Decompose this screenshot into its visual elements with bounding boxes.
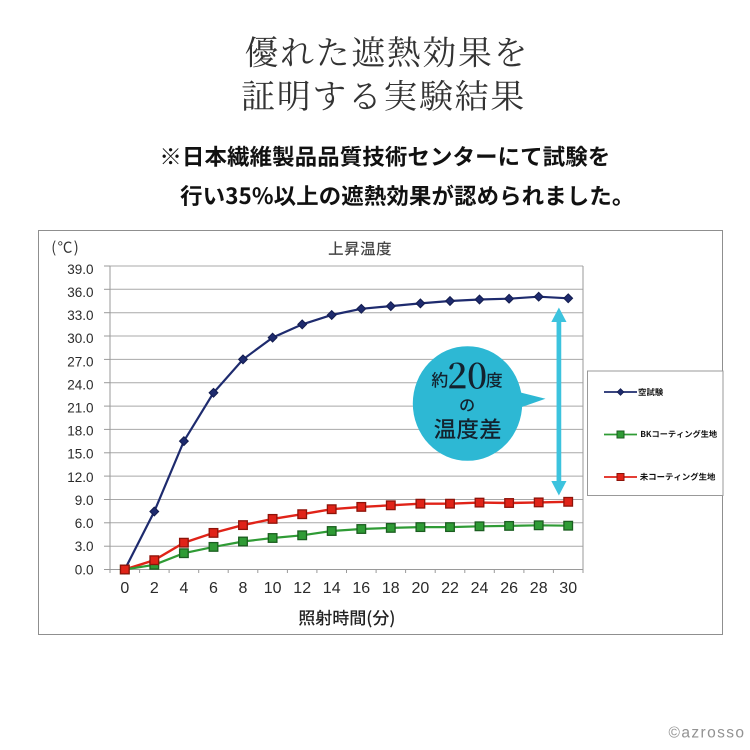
svg-text:24.0: 24.0 xyxy=(67,377,93,392)
svg-text:28: 28 xyxy=(530,580,548,597)
svg-text:20: 20 xyxy=(412,580,430,597)
svg-text:18: 18 xyxy=(382,580,400,597)
svg-text:12.0: 12.0 xyxy=(67,470,93,485)
svg-text:6.0: 6.0 xyxy=(75,516,94,531)
svg-text:18.0: 18.0 xyxy=(67,424,93,439)
svg-text:24: 24 xyxy=(471,580,489,597)
svg-text:0.0: 0.0 xyxy=(75,562,94,577)
svg-text:21.0: 21.0 xyxy=(67,401,93,416)
svg-text:4: 4 xyxy=(179,580,188,597)
svg-text:27.0: 27.0 xyxy=(67,354,93,369)
svg-text:36.0: 36.0 xyxy=(67,285,93,300)
svg-text:12: 12 xyxy=(293,580,311,597)
svg-text:16: 16 xyxy=(352,580,370,597)
svg-text:30.0: 30.0 xyxy=(67,331,93,346)
svg-text:15.0: 15.0 xyxy=(67,447,93,462)
svg-text:14: 14 xyxy=(323,580,341,597)
svg-text:26: 26 xyxy=(500,580,518,597)
svg-text:8: 8 xyxy=(239,580,248,597)
svg-text:0: 0 xyxy=(120,580,129,597)
svg-text:©azrosso: ©azrosso xyxy=(669,725,746,742)
svg-text:9.0: 9.0 xyxy=(75,493,94,508)
svg-text:33.0: 33.0 xyxy=(67,308,93,323)
svg-text:22: 22 xyxy=(441,580,459,597)
svg-text:30: 30 xyxy=(559,580,577,597)
svg-text:6: 6 xyxy=(209,580,218,597)
svg-text:10: 10 xyxy=(264,580,282,597)
svg-text:3.0: 3.0 xyxy=(75,539,94,554)
svg-text:39.0: 39.0 xyxy=(67,262,93,277)
svg-text:2: 2 xyxy=(150,580,159,597)
